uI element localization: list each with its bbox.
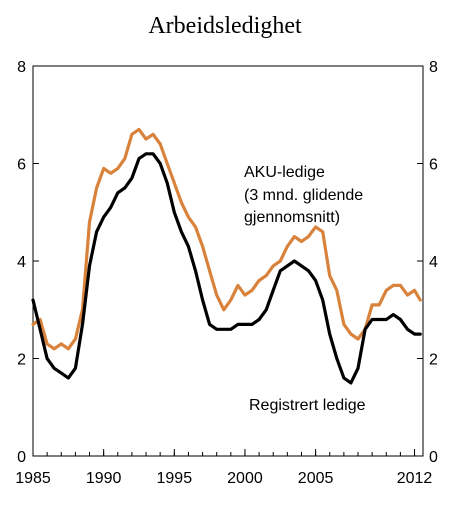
y-tick-label-left: 4 <box>17 254 26 271</box>
series-line-reg <box>31 152 422 385</box>
y-tick-label-right: 0 <box>429 449 438 466</box>
y-tick-label-right: 2 <box>429 352 438 369</box>
y-tick-label-left: 0 <box>17 449 26 466</box>
x-tick-label: 2000 <box>227 470 263 487</box>
annotation-aku-line-1: AKU-ledige <box>244 164 325 181</box>
y-tick-label-right: 6 <box>429 157 438 174</box>
series-layer <box>31 127 422 385</box>
annotation-reg-line-1: Registrert ledige <box>249 397 366 414</box>
x-tick-label: 1985 <box>15 470 51 487</box>
series-line-aku <box>31 127 422 351</box>
y-tick-label-right: 8 <box>429 59 438 76</box>
x-tick-label: 2005 <box>298 470 334 487</box>
x-tick-label: 1995 <box>157 470 193 487</box>
y-tick-label-left: 8 <box>17 59 26 76</box>
y-tick-label-left: 6 <box>17 157 26 174</box>
tick-layer: 0 0 2 2 4 4 6 6 8 8 1985 1990 1995 2000 2005 2012 <box>15 59 438 487</box>
x-tick-label: 1990 <box>86 470 122 487</box>
annotation-aku-line-3: gjennomsnitt) <box>244 209 340 226</box>
annotation-aku-line-2: (3 mnd. glidende <box>244 187 363 204</box>
chart-title: Arbeidsledighet <box>148 13 302 39</box>
y-tick-label-left: 2 <box>17 352 26 369</box>
x-tick-label: 2012 <box>397 470 433 487</box>
y-tick-label-right: 4 <box>429 254 438 271</box>
